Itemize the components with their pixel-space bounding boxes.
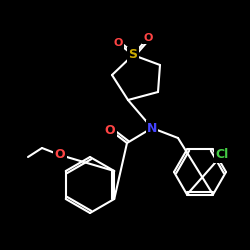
Text: Cl: Cl: [216, 148, 228, 162]
Text: O: O: [113, 38, 123, 48]
Text: O: O: [143, 33, 153, 43]
Text: O: O: [105, 124, 115, 136]
Text: N: N: [147, 122, 157, 134]
Text: S: S: [128, 48, 138, 62]
Text: O: O: [55, 148, 65, 162]
